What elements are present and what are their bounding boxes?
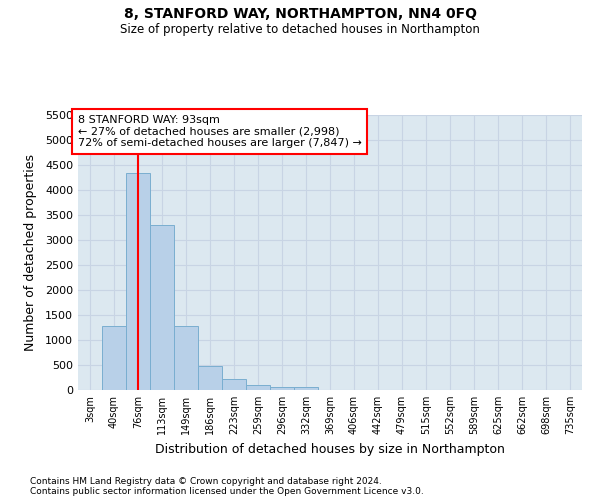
Bar [102, 326, 126, 390]
Text: Size of property relative to detached houses in Northampton: Size of property relative to detached ho… [120, 22, 480, 36]
Text: Contains HM Land Registry data © Crown copyright and database right 2024.: Contains HM Land Registry data © Crown c… [30, 478, 382, 486]
Text: Contains public sector information licensed under the Open Government Licence v3: Contains public sector information licen… [30, 488, 424, 496]
Text: 8, STANFORD WAY, NORTHAMPTON, NN4 0FQ: 8, STANFORD WAY, NORTHAMPTON, NN4 0FQ [124, 8, 476, 22]
Bar [150, 225, 174, 390]
Bar [246, 385, 270, 390]
Bar [174, 326, 198, 390]
Bar [126, 172, 150, 390]
Bar [198, 366, 222, 390]
Bar [222, 378, 246, 390]
X-axis label: Distribution of detached houses by size in Northampton: Distribution of detached houses by size … [155, 442, 505, 456]
Bar [270, 386, 294, 390]
Y-axis label: Number of detached properties: Number of detached properties [23, 154, 37, 351]
Bar [294, 387, 318, 390]
Text: 8 STANFORD WAY: 93sqm
← 27% of detached houses are smaller (2,998)
72% of semi-d: 8 STANFORD WAY: 93sqm ← 27% of detached … [78, 115, 362, 148]
